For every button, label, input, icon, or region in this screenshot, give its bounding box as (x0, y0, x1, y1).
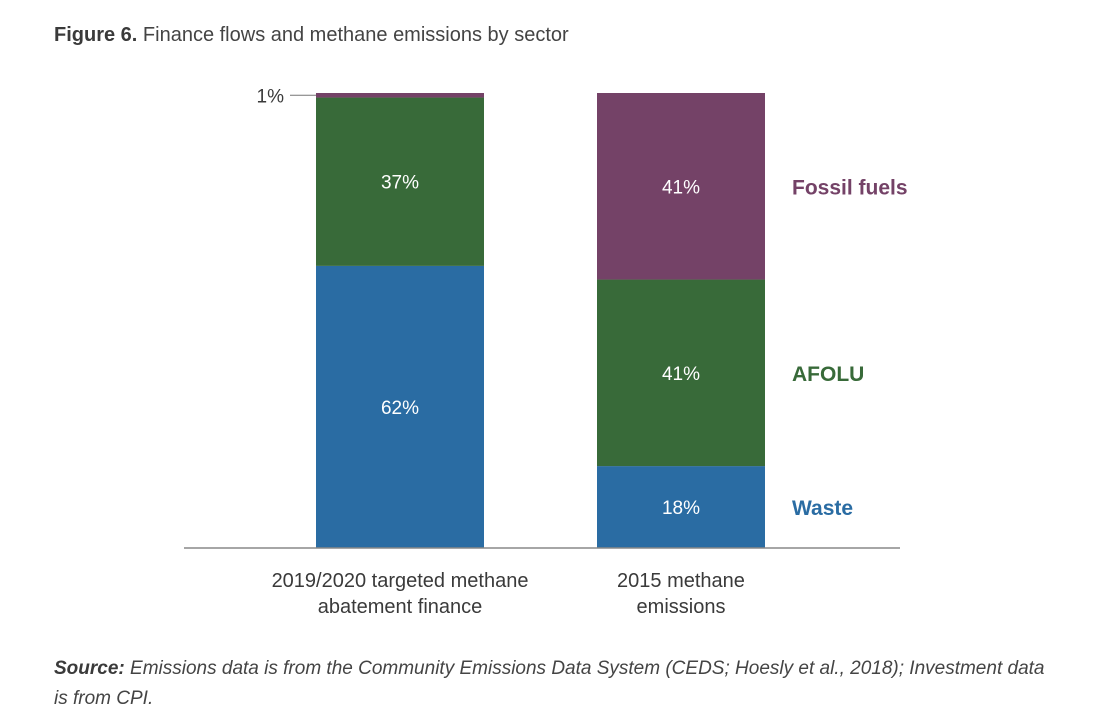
legend-label-fossil-fuels: Fossil fuels (792, 176, 908, 199)
category-label: 2019/2020 targeted methane (272, 570, 529, 592)
category-label: 2015 methane (617, 570, 745, 592)
bar-segment-waste-1 (316, 265, 484, 548)
data-label: 37% (381, 173, 419, 194)
data-label: 41% (662, 364, 700, 385)
data-label: 62% (381, 398, 419, 419)
stacked-bar-chart: 62% 37% 1% 2019/2020 targeted methane abatem… (184, 86, 908, 618)
source-note: Source: Emissions data is from the Commu… (54, 654, 1054, 714)
legend-label-afolu: AFOLU (792, 363, 864, 386)
bar-segment-fossil-fuels-2 (597, 93, 765, 280)
bar-segment-afolu-2 (597, 279, 765, 467)
data-label: 18% (662, 498, 700, 519)
bar-segment-waste-2 (597, 466, 765, 548)
category-label: emissions (637, 596, 726, 618)
legend-label-waste: Waste (792, 497, 853, 520)
bar-segment-afolu-1 (316, 97, 484, 266)
data-label: 1% (257, 86, 285, 107)
figure-title-lead: Figure 6. (54, 24, 138, 46)
data-label: 41% (662, 177, 700, 198)
bar-segment-fossil-fuels-1 (316, 93, 484, 98)
source-text: Emissions data is from the Community Emi… (54, 658, 1045, 709)
category-label: abatement finance (318, 596, 483, 618)
figure-title-text: Finance flows and methane emissions by s… (137, 24, 569, 46)
source-lead: Source: (54, 658, 125, 679)
figure-title: Figure 6. Finance flows and methane emis… (54, 24, 569, 47)
